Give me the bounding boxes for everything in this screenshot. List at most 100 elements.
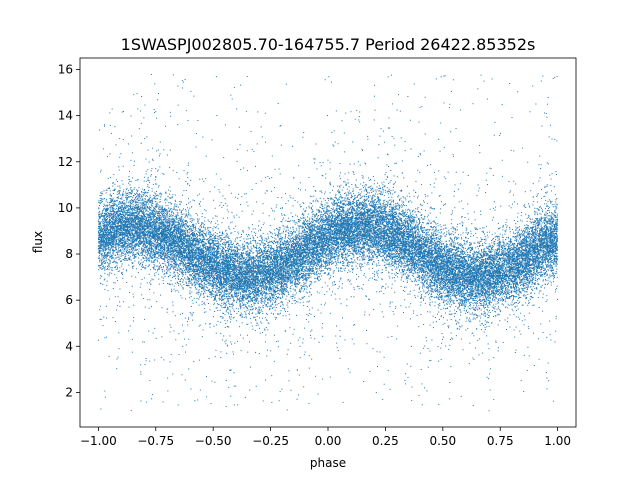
- data-point: [497, 252, 499, 254]
- data-point: [301, 273, 303, 275]
- data-point: [458, 261, 460, 263]
- data-point: [507, 267, 509, 268]
- data-point: [157, 169, 159, 171]
- data-point: [433, 264, 435, 266]
- data-point: [475, 256, 477, 258]
- data-point: [337, 214, 339, 216]
- data-point: [363, 235, 365, 237]
- data-point: [367, 260, 369, 262]
- data-point: [161, 214, 163, 216]
- data-point: [379, 185, 381, 187]
- data-point: [105, 204, 107, 206]
- data-point: [133, 94, 135, 96]
- data-point: [354, 184, 356, 186]
- data-point: [313, 249, 315, 251]
- data-point: [103, 246, 105, 248]
- data-point: [118, 270, 120, 272]
- data-point: [450, 260, 452, 262]
- data-point: [491, 291, 493, 293]
- data-point: [255, 241, 257, 243]
- data-point: [276, 245, 278, 247]
- data-point: [240, 307, 242, 308]
- data-point: [330, 244, 332, 246]
- data-point: [516, 233, 518, 235]
- data-point: [519, 291, 521, 293]
- data-point: [474, 288, 476, 290]
- data-point: [484, 313, 486, 315]
- data-point: [384, 287, 386, 289]
- data-point: [279, 255, 281, 257]
- data-point: [556, 140, 558, 142]
- data-point: [365, 189, 367, 191]
- data-point: [391, 265, 393, 266]
- data-point: [211, 283, 213, 285]
- data-point: [134, 197, 136, 199]
- data-point: [512, 236, 514, 238]
- data-point: [234, 282, 236, 284]
- data-point: [380, 229, 382, 231]
- data-point: [491, 302, 493, 304]
- data-point: [508, 262, 510, 264]
- data-point: [173, 330, 175, 332]
- data-point: [171, 290, 173, 292]
- data-point: [157, 149, 159, 151]
- plot-area: [97, 73, 559, 412]
- data-point: [469, 242, 471, 244]
- data-point: [145, 252, 147, 254]
- data-point: [515, 290, 517, 292]
- data-point: [517, 303, 519, 305]
- data-point: [524, 281, 526, 283]
- data-point: [130, 189, 132, 191]
- data-point: [369, 251, 371, 253]
- data-point: [367, 221, 369, 223]
- data-point: [345, 222, 347, 224]
- data-point: [502, 275, 504, 277]
- data-point: [262, 332, 264, 334]
- data-point: [505, 222, 507, 224]
- data-point: [374, 216, 376, 218]
- data-point: [110, 245, 112, 247]
- data-point: [253, 252, 255, 254]
- data-point: [529, 221, 531, 223]
- data-point: [492, 256, 494, 258]
- data-point: [383, 195, 385, 197]
- data-point: [147, 177, 149, 179]
- data-point: [491, 322, 493, 324]
- data-point: [440, 286, 442, 288]
- data-point: [447, 249, 449, 251]
- data-point: [231, 248, 233, 250]
- data-point: [391, 263, 393, 265]
- data-point: [274, 302, 276, 304]
- data-point: [236, 255, 238, 257]
- data-point: [243, 274, 245, 276]
- data-point: [489, 265, 491, 267]
- data-point: [498, 243, 500, 245]
- data-point: [512, 303, 514, 305]
- data-point: [208, 357, 210, 359]
- data-point: [121, 235, 123, 237]
- data-point: [298, 240, 300, 242]
- data-point: [292, 237, 294, 239]
- data-point: [339, 238, 341, 240]
- data-point: [458, 258, 460, 260]
- data-point: [260, 301, 262, 303]
- data-point: [172, 264, 174, 266]
- data-point: [512, 247, 514, 249]
- data-point: [360, 236, 362, 238]
- data-point: [436, 267, 438, 269]
- data-point: [396, 225, 398, 227]
- data-point: [418, 241, 420, 243]
- data-point: [289, 269, 291, 271]
- data-point: [217, 268, 219, 270]
- data-point: [262, 212, 264, 214]
- data-point: [233, 272, 235, 274]
- data-point: [337, 225, 339, 227]
- data-point: [330, 268, 332, 270]
- data-point: [505, 287, 507, 289]
- data-point: [418, 229, 420, 231]
- data-point: [476, 282, 478, 284]
- data-point: [143, 237, 145, 239]
- data-point: [119, 218, 121, 220]
- data-point: [320, 190, 322, 192]
- data-point: [125, 209, 127, 211]
